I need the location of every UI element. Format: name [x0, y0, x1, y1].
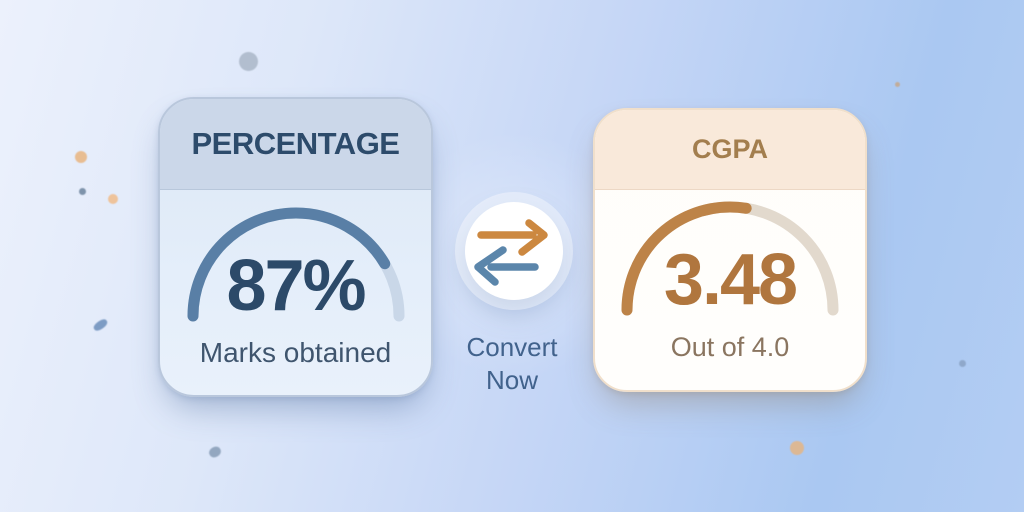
percentage-title: PERCENTAGE — [191, 126, 400, 161]
percentage-card-header: PERCENTAGE — [160, 99, 431, 190]
cgpa-sublabel: Out of 4.0 — [670, 332, 790, 362]
arrow-right-glyph — [477, 219, 548, 256]
swap-arrows-icon — [474, 219, 548, 286]
percentage-sublabel: Marks obtained — [199, 337, 392, 368]
cgpa-card-body: 3.48 Out of 4.0 — [595, 190, 865, 390]
decor-dot — [790, 441, 804, 455]
decor-dot — [207, 444, 223, 460]
cgpa-card: CGPA 3.48 Out of 4.0 — [593, 108, 867, 392]
decor-dot — [91, 317, 109, 333]
decor-dot — [894, 81, 900, 87]
cgpa-gauge: 3.48 — [615, 192, 845, 318]
decor-dot — [238, 51, 258, 71]
decor-dot — [78, 187, 86, 195]
decor-dot — [75, 151, 87, 163]
decor-dot — [108, 194, 118, 204]
percentage-card: PERCENTAGE 87% Marks obtained — [158, 97, 433, 397]
decor-dot — [958, 359, 966, 367]
cgpa-gauge-arc — [621, 201, 839, 316]
percentage-value: 87% — [226, 246, 366, 326]
convert-button[interactable] — [465, 202, 563, 300]
percentage-gauge-arc — [187, 207, 404, 322]
cgpa-card-header: CGPA — [595, 110, 865, 190]
percentage-gauge: 87% — [181, 198, 411, 324]
cgpa-value: 3.48 — [663, 240, 798, 320]
convert-now-label[interactable]: Convert Now — [466, 332, 558, 396]
percentage-card-body: 87% Marks obtained — [160, 190, 431, 395]
cgpa-title: CGPA — [691, 134, 768, 164]
arrow-left-glyph — [474, 246, 539, 286]
